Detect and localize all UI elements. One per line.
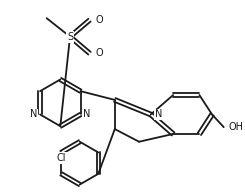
Text: N: N [30,109,37,119]
Text: S: S [67,32,73,42]
Text: O: O [95,48,103,58]
Text: Cl: Cl [57,153,66,163]
Text: N: N [84,109,91,119]
Text: O: O [95,15,103,25]
Text: OH: OH [229,122,244,132]
Text: N: N [155,109,162,119]
